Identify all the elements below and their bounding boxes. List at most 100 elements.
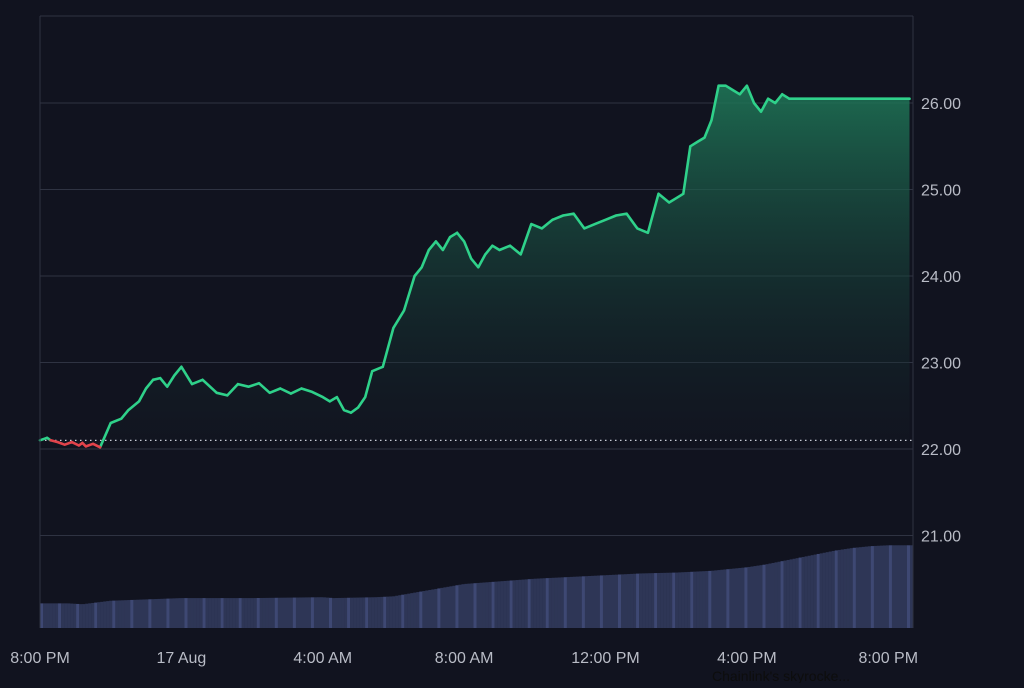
volume-bar <box>392 596 396 628</box>
caption-text: Chainlink's skyrocke... <box>712 668 850 683</box>
volume-bar <box>485 582 489 628</box>
volume-bar <box>705 571 709 628</box>
volume-bar <box>64 603 68 628</box>
volume-bar <box>651 573 655 628</box>
volume-bar <box>470 583 474 628</box>
volume-bar <box>545 578 549 628</box>
volume-bar <box>142 599 146 628</box>
volume-bar <box>190 598 194 628</box>
volume-bar <box>304 597 309 628</box>
volume-bar <box>416 592 420 628</box>
volume-bar <box>73 603 77 628</box>
volume-bar <box>82 604 86 628</box>
volume-bar <box>431 589 435 628</box>
volume-bar <box>368 597 372 628</box>
price-line <box>38 84 911 449</box>
y-tick-label: 23.00 <box>921 356 961 373</box>
volume-bar <box>386 596 390 628</box>
volume-bar <box>85 603 89 628</box>
volume-bar <box>268 597 272 628</box>
volume-bar <box>575 576 580 628</box>
volume-bar <box>723 569 727 628</box>
volume-bar <box>666 572 670 628</box>
volume-bar <box>828 551 832 628</box>
volume-bar <box>611 574 616 628</box>
volume-bar <box>581 576 586 628</box>
volume-bar <box>292 597 297 628</box>
volume-bar <box>608 574 613 628</box>
volume-bar <box>380 596 384 628</box>
volume-bar <box>178 598 182 628</box>
volume-bar <box>133 599 137 628</box>
volume-bar <box>395 595 399 628</box>
volume-bar <box>446 586 450 628</box>
volume-bar <box>452 585 456 628</box>
volume-bar <box>759 565 763 628</box>
volume-bar <box>253 598 257 628</box>
volume-bar <box>536 578 540 628</box>
y-axis-labels: 21.00 22.00 23.00 24.00 25.00 26.00 <box>921 96 961 546</box>
volume-bar <box>151 599 155 628</box>
volume-bar <box>738 567 742 628</box>
volume-bar <box>70 603 74 628</box>
volume-bar <box>654 573 658 628</box>
volume-bar <box>476 582 480 628</box>
volume-bar <box>813 554 817 628</box>
volume-bar <box>786 559 790 628</box>
volume-bar <box>849 548 853 628</box>
volume-bar <box>398 595 402 628</box>
volume-bar <box>747 566 751 628</box>
volume-bar <box>479 582 483 628</box>
volume-bar <box>882 545 887 628</box>
volume-bar <box>298 597 303 628</box>
volume-bar <box>482 582 486 628</box>
volume-bar <box>389 596 393 628</box>
volume-bar <box>602 575 607 628</box>
volume-bar <box>768 563 772 628</box>
volume-bar <box>401 594 405 628</box>
volume-bar <box>807 555 811 628</box>
y-tick-label: 26.00 <box>921 96 961 113</box>
volume-bar <box>867 546 872 628</box>
volume-bar <box>55 603 59 628</box>
volume-bar <box>825 552 829 628</box>
volume-bar <box>238 598 242 628</box>
volume-bar <box>795 558 799 628</box>
volume-bar <box>551 577 555 628</box>
volume-bar <box>491 581 495 628</box>
volume-bar <box>645 573 649 628</box>
volume-bar <box>852 547 856 628</box>
volume-bar <box>322 597 327 628</box>
volume-bar <box>160 598 164 628</box>
volume-bar <box>94 602 98 628</box>
volume-bar <box>103 601 107 628</box>
volume-bar <box>289 597 294 628</box>
volume-bar <box>121 600 125 628</box>
volume-bar <box>735 568 739 628</box>
volume-bar <box>271 597 276 628</box>
volume-bar <box>187 598 191 628</box>
volume-bar <box>624 574 628 628</box>
volume-bar <box>211 598 215 628</box>
volume-bar <box>196 598 200 628</box>
volume-bar <box>241 598 245 628</box>
volume-bar <box>100 601 104 628</box>
volume-bar <box>584 576 589 628</box>
volume-bar <box>765 564 769 628</box>
volume-bar <box>145 599 149 628</box>
volume-bar <box>277 597 282 628</box>
volume-bar <box>175 598 179 628</box>
volume-bar <box>702 571 706 628</box>
volume-bar <box>112 600 116 628</box>
volume-bar <box>750 566 754 628</box>
volume-bar <box>338 597 342 628</box>
volume-bar <box>347 597 351 628</box>
volume-bar <box>780 561 784 628</box>
volume-bar <box>521 579 525 628</box>
volume-bar <box>404 594 408 628</box>
volume-bar <box>283 597 288 628</box>
volume-bar <box>903 545 908 628</box>
volume-bar <box>410 593 414 628</box>
volume-bar <box>262 597 266 628</box>
